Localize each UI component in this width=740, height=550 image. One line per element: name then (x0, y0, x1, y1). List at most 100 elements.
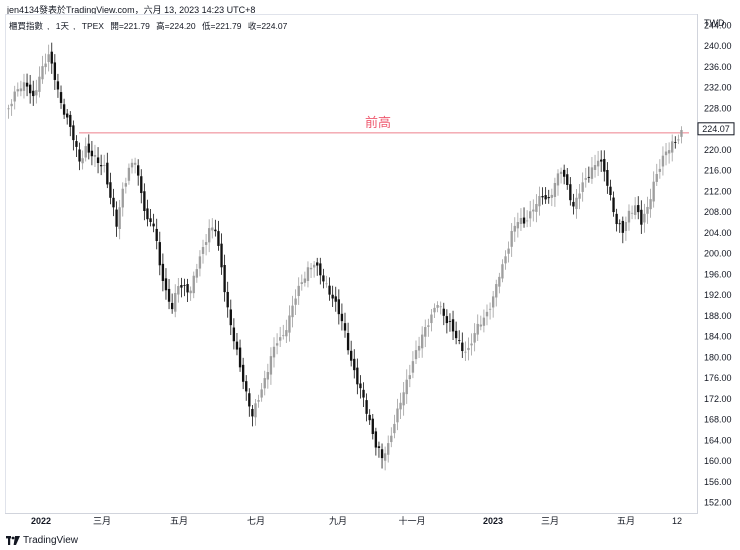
candle (214, 219, 217, 237)
candle (547, 189, 550, 204)
candle (464, 341, 467, 361)
candle-body (198, 256, 202, 269)
price-tick-label: 172.00 (704, 394, 732, 404)
candle (245, 375, 248, 401)
candle (235, 332, 239, 356)
candle (180, 277, 183, 298)
candlestick-series (7, 42, 683, 471)
candle-body (368, 414, 371, 421)
candle (596, 150, 600, 177)
candle-body (476, 323, 479, 335)
candle (269, 347, 273, 385)
symbol-name[interactable]: 櫃買指數 (9, 21, 44, 31)
candle (448, 313, 452, 332)
candle-body (680, 130, 683, 137)
candle (674, 136, 677, 149)
price-tick-label: 152.00 (704, 498, 732, 508)
candle-body (53, 62, 57, 80)
candle (44, 53, 47, 75)
candle (309, 262, 313, 279)
candle (581, 172, 584, 202)
candle-body (66, 113, 69, 118)
candle (87, 134, 90, 160)
candle (170, 293, 174, 314)
candle-body (559, 171, 563, 174)
candle-body (495, 284, 498, 298)
candle (473, 323, 476, 352)
candle-body (448, 321, 452, 322)
candle (279, 326, 282, 347)
candle (454, 321, 458, 345)
candle-body (263, 378, 266, 389)
candle (640, 200, 643, 234)
interval-label[interactable]: 1天 (55, 21, 69, 31)
candle (346, 322, 350, 355)
candle-body (553, 183, 557, 197)
candle-body (140, 176, 143, 194)
candle-body (146, 208, 149, 220)
candle (359, 375, 362, 399)
candle (374, 427, 378, 456)
candle-body (106, 162, 109, 185)
candle (223, 254, 226, 302)
candle (559, 167, 563, 184)
candle-body (414, 350, 418, 360)
candle (633, 197, 637, 220)
candle-body (254, 403, 257, 418)
candle-body (306, 267, 310, 281)
candle-body (235, 341, 239, 350)
candle-body (334, 296, 337, 302)
candle (300, 274, 303, 291)
candle-body (312, 264, 316, 268)
candle-body (56, 81, 60, 90)
candle-body (269, 356, 273, 375)
candle-body (470, 343, 473, 346)
candle-body (646, 206, 649, 214)
price-tick-label: 192.00 (704, 290, 732, 300)
candle (90, 140, 94, 166)
candle (584, 167, 587, 188)
price-tick-label: 236.00 (704, 62, 732, 72)
candle (433, 303, 436, 319)
candle (282, 324, 285, 340)
price-tick-label: 204.00 (704, 228, 732, 238)
candle (226, 281, 229, 318)
candle-body (316, 262, 319, 266)
candle (25, 73, 29, 97)
candle-body (374, 431, 378, 448)
candle-body (427, 325, 430, 327)
price-axis[interactable]: 244.00240.00236.00232.00228.00224.00220.… (704, 20, 732, 507)
candle-body (677, 139, 680, 141)
candle (519, 208, 523, 231)
candle-body (525, 220, 529, 222)
candle-body (84, 146, 87, 158)
candle (161, 253, 165, 292)
tradingview-branding[interactable]: TradingView (6, 535, 78, 546)
candle-body (121, 188, 124, 208)
candle-body (436, 305, 439, 308)
candle (254, 398, 257, 426)
candle (621, 216, 624, 244)
price-tick-label: 168.00 (704, 415, 732, 425)
low-value: 低=221.79 (202, 21, 242, 31)
candle (387, 435, 390, 463)
candle (411, 351, 415, 379)
candle-body (32, 90, 35, 97)
candle-body (600, 159, 603, 162)
candle-body (223, 265, 226, 293)
candle (106, 152, 109, 189)
candle (649, 188, 652, 218)
candle-body (322, 275, 325, 282)
candle (192, 271, 195, 299)
candle (569, 177, 572, 206)
candle-body (504, 256, 507, 264)
candle (510, 223, 513, 257)
candle (343, 312, 347, 338)
time-axis[interactable]: 2022 三月 五月 七月 九月 十一月 2023 三月 五月 12 (31, 515, 682, 526)
candle-body (189, 290, 192, 294)
candle-body (550, 194, 553, 198)
price-tick-label: 216.00 (704, 166, 732, 176)
last-price-marker: 224.07 (697, 122, 735, 136)
candle-body (291, 305, 294, 318)
